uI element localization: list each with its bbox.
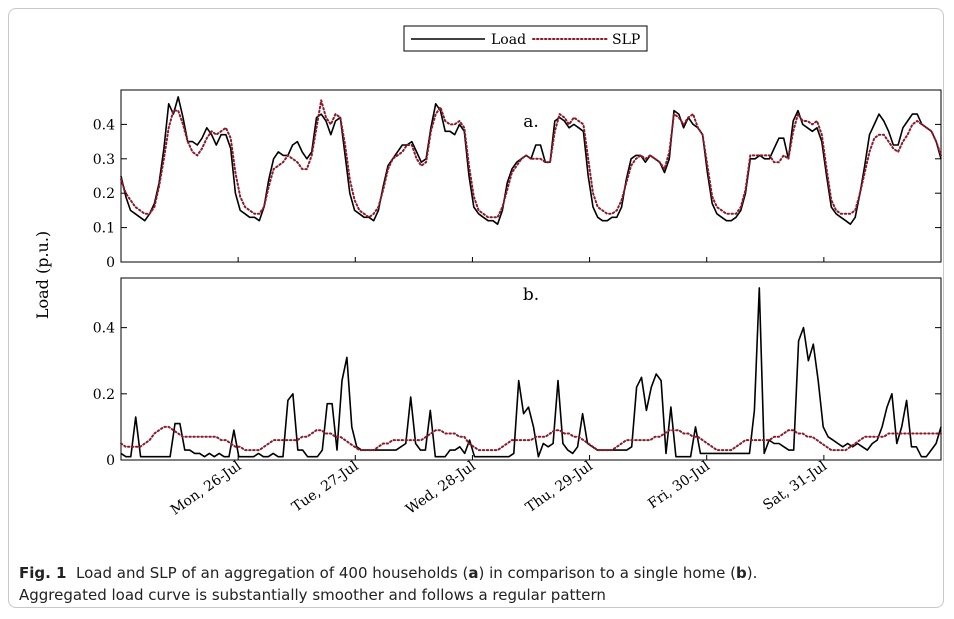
panel-b: 0 0.2 0.4 b.	[93, 277, 942, 469]
panel-a: 0 0.1 0.2 0.3 0.4 a.	[93, 89, 942, 271]
legend-label-load: Load	[491, 32, 526, 48]
x-tick-label: Thu, 29-Jul	[523, 458, 596, 516]
series-line-load	[120, 96, 942, 225]
panel-label: b.	[523, 285, 539, 305]
caption-fig-label: Fig. 1	[19, 564, 67, 582]
caption-line-1: Fig. 1 Load and SLP of an aggregation of…	[19, 562, 919, 584]
x-tick-label: Wed, 28-Jul	[403, 458, 479, 518]
series-line-slp	[120, 425, 942, 452]
y-tick-label: 0.1	[93, 221, 115, 237]
panel-label: a.	[523, 112, 539, 132]
y-tick-label: 0.3	[93, 152, 115, 168]
caption-bold-a: a	[468, 564, 479, 582]
x-tick-label: Mon, 26-Jul	[168, 458, 245, 519]
legend: Load SLP	[403, 25, 648, 52]
x-tick-label: Tue, 27-Jul	[289, 458, 362, 516]
figure-frame	[8, 8, 944, 608]
y-axis-label: Load (p.u.)	[33, 231, 52, 319]
caption-bold-b: b	[735, 564, 747, 582]
caption-text-3: ).	[746, 564, 758, 582]
x-tick-label: Fri, 30-Jul	[645, 458, 713, 512]
series-line-slp	[120, 99, 942, 219]
shared-axis-labels: Mon, 26-Jul Tue, 27-Jul Wed, 28-Jul Thu, 29…	[33, 231, 831, 519]
series-line-load	[120, 287, 942, 458]
legend-label-slp: SLP	[612, 32, 640, 48]
caption-text-2: ) in comparison to a single home (	[478, 564, 736, 582]
plot-frame-b	[120, 277, 942, 461]
x-tick-label: Sat, 31-Jul	[760, 458, 830, 514]
y-tick-label: 0	[106, 255, 115, 271]
y-tick-label: 0.4	[93, 117, 115, 133]
y-tick-label: 0	[106, 453, 115, 469]
y-tick-label: 0.2	[93, 387, 115, 403]
caption-line-2: Aggregated load curve is substantially s…	[19, 586, 606, 604]
y-tick-label: 0.4	[93, 321, 115, 337]
caption-text-1: Load and SLP of an aggregation of 400 ho…	[66, 564, 469, 582]
figure-caption: Fig. 1 Load and SLP of an aggregation of…	[19, 562, 919, 606]
y-tick-label: 0.2	[93, 186, 115, 202]
